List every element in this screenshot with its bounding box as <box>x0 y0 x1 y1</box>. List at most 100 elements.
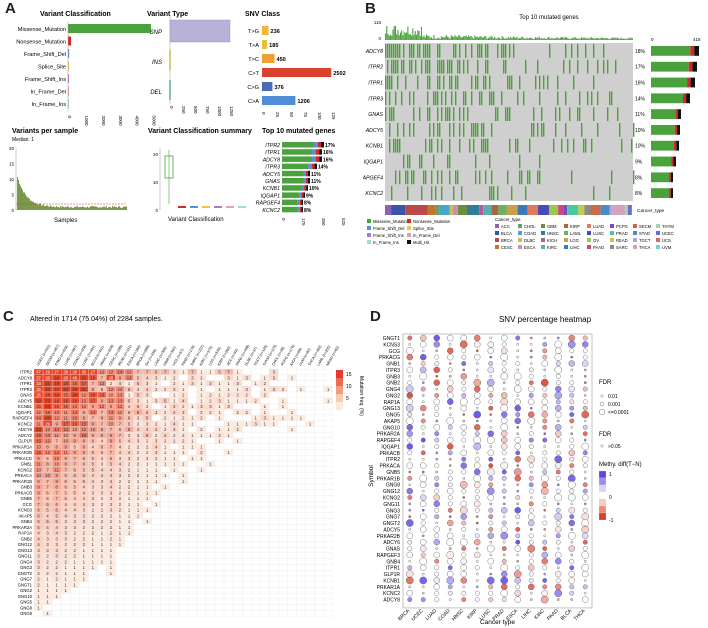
a6-bar-segment <box>314 163 317 170</box>
c-cell <box>205 587 216 594</box>
c-cell-value: 9 <box>65 444 68 449</box>
c-cell-value: 3 <box>37 548 40 553</box>
c-cell <box>260 489 270 496</box>
c-cell-value: 37 <box>36 375 41 380</box>
b-cell <box>467 59 469 74</box>
b-cell <box>431 186 433 200</box>
c-cell <box>260 443 270 450</box>
c-cell <box>323 598 333 605</box>
b-cell <box>465 91 467 106</box>
c-cell <box>196 460 207 467</box>
c-cell-value: 15 <box>36 404 41 409</box>
b-cell <box>573 138 575 153</box>
c-cell-value: 21 <box>81 387 86 392</box>
d-dot <box>447 532 454 539</box>
c-cell-value: 3 <box>155 375 158 380</box>
c-cell <box>232 501 243 508</box>
c-cell <box>187 449 198 456</box>
c-cell-value: 2 <box>246 410 249 415</box>
d-dot <box>448 464 452 467</box>
c-cell <box>205 535 216 542</box>
c-row-label: PRKAR1A <box>12 444 32 449</box>
c-cell <box>223 501 234 508</box>
c-cell <box>223 466 234 473</box>
a6-percent-label: 10% <box>309 186 320 192</box>
d-dot <box>528 393 534 398</box>
a6-percent-label: 16% <box>323 157 334 163</box>
d-symbol-label: ADCY5 <box>383 527 400 533</box>
d-dot <box>420 341 427 348</box>
d-dot <box>514 398 521 406</box>
d-dot <box>570 355 574 359</box>
a6-bar-segment <box>316 149 320 155</box>
b-legend-cancer-label: LUAD <box>593 224 604 229</box>
c-cell-value: 18 <box>54 398 59 403</box>
b-top-bar <box>460 37 462 40</box>
c-cell-value: 20 <box>63 387 68 392</box>
d-dot <box>502 387 506 391</box>
c-cell <box>232 472 243 479</box>
c-cell-value: 6 <box>146 433 149 438</box>
d-dot <box>555 430 562 437</box>
d-dot <box>487 347 494 354</box>
c-cell <box>241 575 252 582</box>
a4-bar <box>81 207 82 210</box>
a4-bar <box>77 206 78 210</box>
c-cell-value: 30 <box>81 370 86 375</box>
b-right-bar <box>651 93 683 104</box>
c-cell <box>278 518 288 525</box>
a6-bar-segment <box>301 206 303 213</box>
d-symbol-label: GNG3 <box>386 508 400 514</box>
d-dot <box>434 571 440 577</box>
c-cell <box>323 541 333 548</box>
a4-bar <box>105 207 106 210</box>
c-cell <box>223 593 234 600</box>
b-cell <box>523 91 525 106</box>
a4-bar <box>102 207 103 210</box>
a4-bar <box>104 206 105 210</box>
c-cell <box>251 541 261 548</box>
c-cell-value: 9 <box>119 416 122 421</box>
c-cell-value: 15 <box>72 381 77 386</box>
c-cell-value: 1 <box>101 554 104 559</box>
a1-title: Variant Classification <box>40 11 111 18</box>
c-cell <box>214 587 225 594</box>
c-cell <box>287 478 297 485</box>
d-symbol-label: PRKACG <box>379 355 400 361</box>
b-cell <box>597 59 599 74</box>
c-cell-value: 6 <box>101 387 104 392</box>
c-cell-value: 11 <box>63 416 68 421</box>
d-dot <box>568 507 575 514</box>
c-cell <box>187 598 198 605</box>
b-top-bar <box>433 34 435 40</box>
c-cell <box>251 426 261 433</box>
c-cell <box>151 581 161 588</box>
c-cell <box>278 374 288 381</box>
c-cell <box>323 518 333 525</box>
c-cell-value: 8 <box>92 387 95 392</box>
d-dot <box>515 380 521 386</box>
d-cancer-label: KIRC <box>533 608 546 621</box>
c-cell <box>323 391 333 398</box>
c-cell <box>251 558 261 565</box>
b-top-bar <box>573 37 575 40</box>
c-cell-value: 12 <box>100 370 105 375</box>
c-cell-value: 9 <box>119 375 122 380</box>
b-percent-label: 16% <box>635 81 646 87</box>
a4-bar <box>26 196 27 210</box>
c-cell-value: 1 <box>236 387 239 392</box>
a4-subtitle: Median: 1 <box>12 137 34 143</box>
d-dot <box>528 398 535 406</box>
a4-bar <box>40 203 41 210</box>
c-cell-value: 7 <box>110 450 113 455</box>
d-dot <box>420 353 427 361</box>
b-cell <box>437 75 439 90</box>
c-cell-value: 1 <box>227 387 230 392</box>
c-cell <box>314 552 324 559</box>
c-cell <box>205 455 216 462</box>
c-cell <box>115 581 125 588</box>
a4-bar <box>22 189 23 210</box>
c-cell-value: 4 <box>155 427 158 432</box>
c-cell-value: 4 <box>173 421 176 426</box>
d-dot <box>501 570 508 578</box>
